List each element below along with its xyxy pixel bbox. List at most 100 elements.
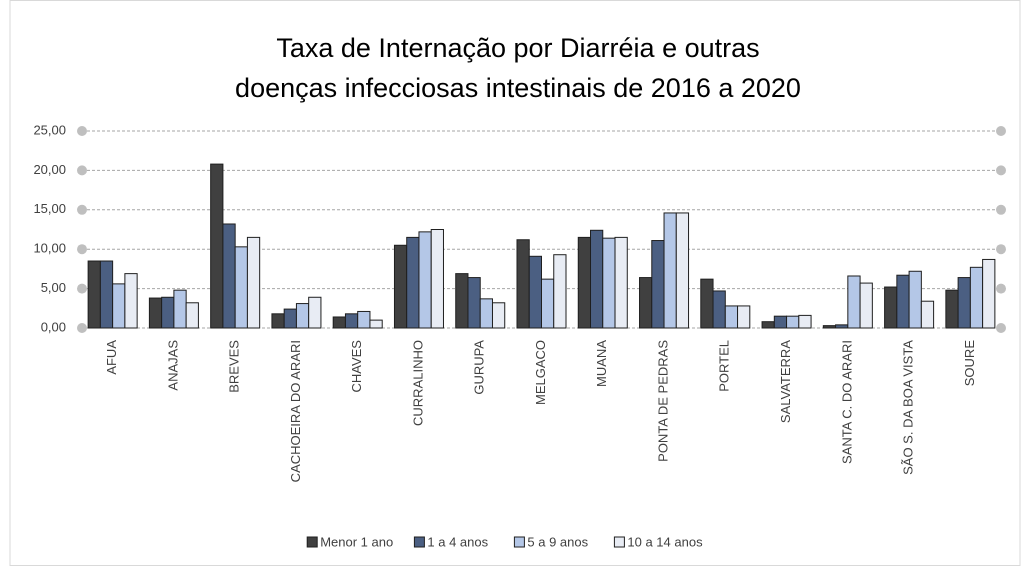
bar — [406, 236, 420, 329]
grid-end-dot — [77, 323, 87, 333]
grid-end-dot — [77, 244, 87, 255]
bar — [590, 229, 604, 329]
grid-end-dot — [996, 126, 1006, 136]
bar — [99, 260, 114, 329]
bar — [737, 305, 751, 329]
x-tick-label: CACHOEIRA DO ARARI — [288, 340, 303, 482]
bar — [467, 277, 481, 329]
bar — [161, 296, 175, 329]
x-tick-label: MELGACO — [533, 340, 548, 405]
bar — [173, 289, 187, 329]
bar — [491, 302, 506, 329]
bar — [602, 237, 616, 329]
grid-end-dot — [77, 165, 87, 176]
bar — [675, 212, 690, 329]
bar — [724, 305, 739, 329]
bar — [884, 286, 898, 329]
x-tick-label: BREVES — [227, 340, 242, 393]
bar — [455, 273, 469, 329]
bar — [859, 282, 873, 329]
bar — [798, 314, 812, 329]
bar — [920, 300, 935, 329]
x-tick-label: SALVATERRA — [778, 340, 793, 423]
bar — [112, 283, 126, 329]
x-tick-label: AFUA — [104, 340, 119, 375]
y-tick-label: 0,00 — [41, 319, 66, 334]
bar — [847, 275, 861, 329]
bar — [308, 296, 322, 329]
chart-title: Taxa de Internação por Diarréia e outras… — [235, 33, 801, 103]
bar — [271, 313, 285, 329]
x-tick-label: SOURE — [962, 340, 977, 387]
bar — [969, 266, 984, 329]
bar — [418, 231, 432, 329]
bar — [528, 255, 542, 329]
bar — [479, 298, 493, 329]
bar — [369, 319, 383, 329]
y-tick-label: 15,00 — [33, 201, 66, 216]
y-tick-label: 25,00 — [33, 122, 66, 137]
bar — [87, 260, 101, 329]
bar — [393, 244, 408, 329]
bar — [663, 212, 677, 329]
x-tick-label: GURUPA — [472, 340, 487, 395]
bar — [761, 321, 775, 329]
grid-end-dot — [996, 204, 1006, 215]
bar — [357, 310, 371, 329]
legend-label: 10 a 14 anos — [627, 534, 703, 549]
bar — [712, 290, 726, 329]
x-tick-label: CURRALINHO — [410, 340, 425, 426]
y-tick-label: 20,00 — [33, 162, 66, 177]
y-tick-label: 10,00 — [33, 241, 66, 256]
x-tick-label: MUANA — [594, 340, 609, 387]
legend-swatch — [306, 536, 318, 548]
grid-end-dot — [77, 126, 87, 136]
legend-label: 5 a 9 anos — [527, 534, 588, 549]
bar — [982, 258, 996, 329]
grid-end-dot — [996, 283, 1006, 294]
bar — [773, 315, 788, 329]
bar — [516, 239, 530, 329]
bar — [430, 229, 444, 329]
legend-swatch — [613, 536, 625, 548]
grid-end-dot — [77, 283, 87, 294]
x-tick-label: PORTEL — [717, 340, 732, 392]
bar — [185, 302, 199, 329]
bar — [222, 223, 236, 329]
legend-label: Menor 1 ano — [320, 534, 393, 549]
bar — [210, 163, 224, 329]
bar — [283, 308, 297, 329]
bar — [234, 246, 248, 329]
bar — [295, 303, 310, 329]
bar — [896, 274, 910, 329]
bar — [945, 289, 959, 329]
bar — [541, 278, 555, 329]
legend-label: 1 a 4 anos — [427, 534, 488, 549]
x-tick-label: ANAJAS — [165, 340, 180, 391]
bar — [639, 277, 653, 329]
bar — [344, 313, 359, 329]
x-tick-label: PONTA DE PEDRAS — [655, 340, 670, 462]
bar — [577, 236, 592, 329]
grid-end-dot — [77, 204, 87, 215]
bar — [835, 324, 849, 329]
bar — [957, 277, 971, 329]
bar — [246, 236, 261, 329]
x-tick-label: SANTA C. DO ARARI — [839, 340, 854, 464]
bar — [124, 273, 138, 329]
bar — [786, 315, 800, 329]
bar — [332, 316, 346, 329]
legend-swatch — [513, 536, 525, 548]
grid-end-dot — [996, 165, 1006, 176]
bar — [700, 278, 714, 329]
grid-end-dot — [996, 244, 1006, 255]
bar — [614, 236, 628, 329]
x-tick-label: CHAVES — [349, 340, 364, 393]
bar — [908, 270, 922, 329]
grid-end-dot — [996, 323, 1006, 333]
bar — [651, 240, 665, 329]
bar — [148, 297, 163, 329]
bar — [553, 254, 567, 329]
y-tick-label: 5,00 — [41, 280, 66, 295]
